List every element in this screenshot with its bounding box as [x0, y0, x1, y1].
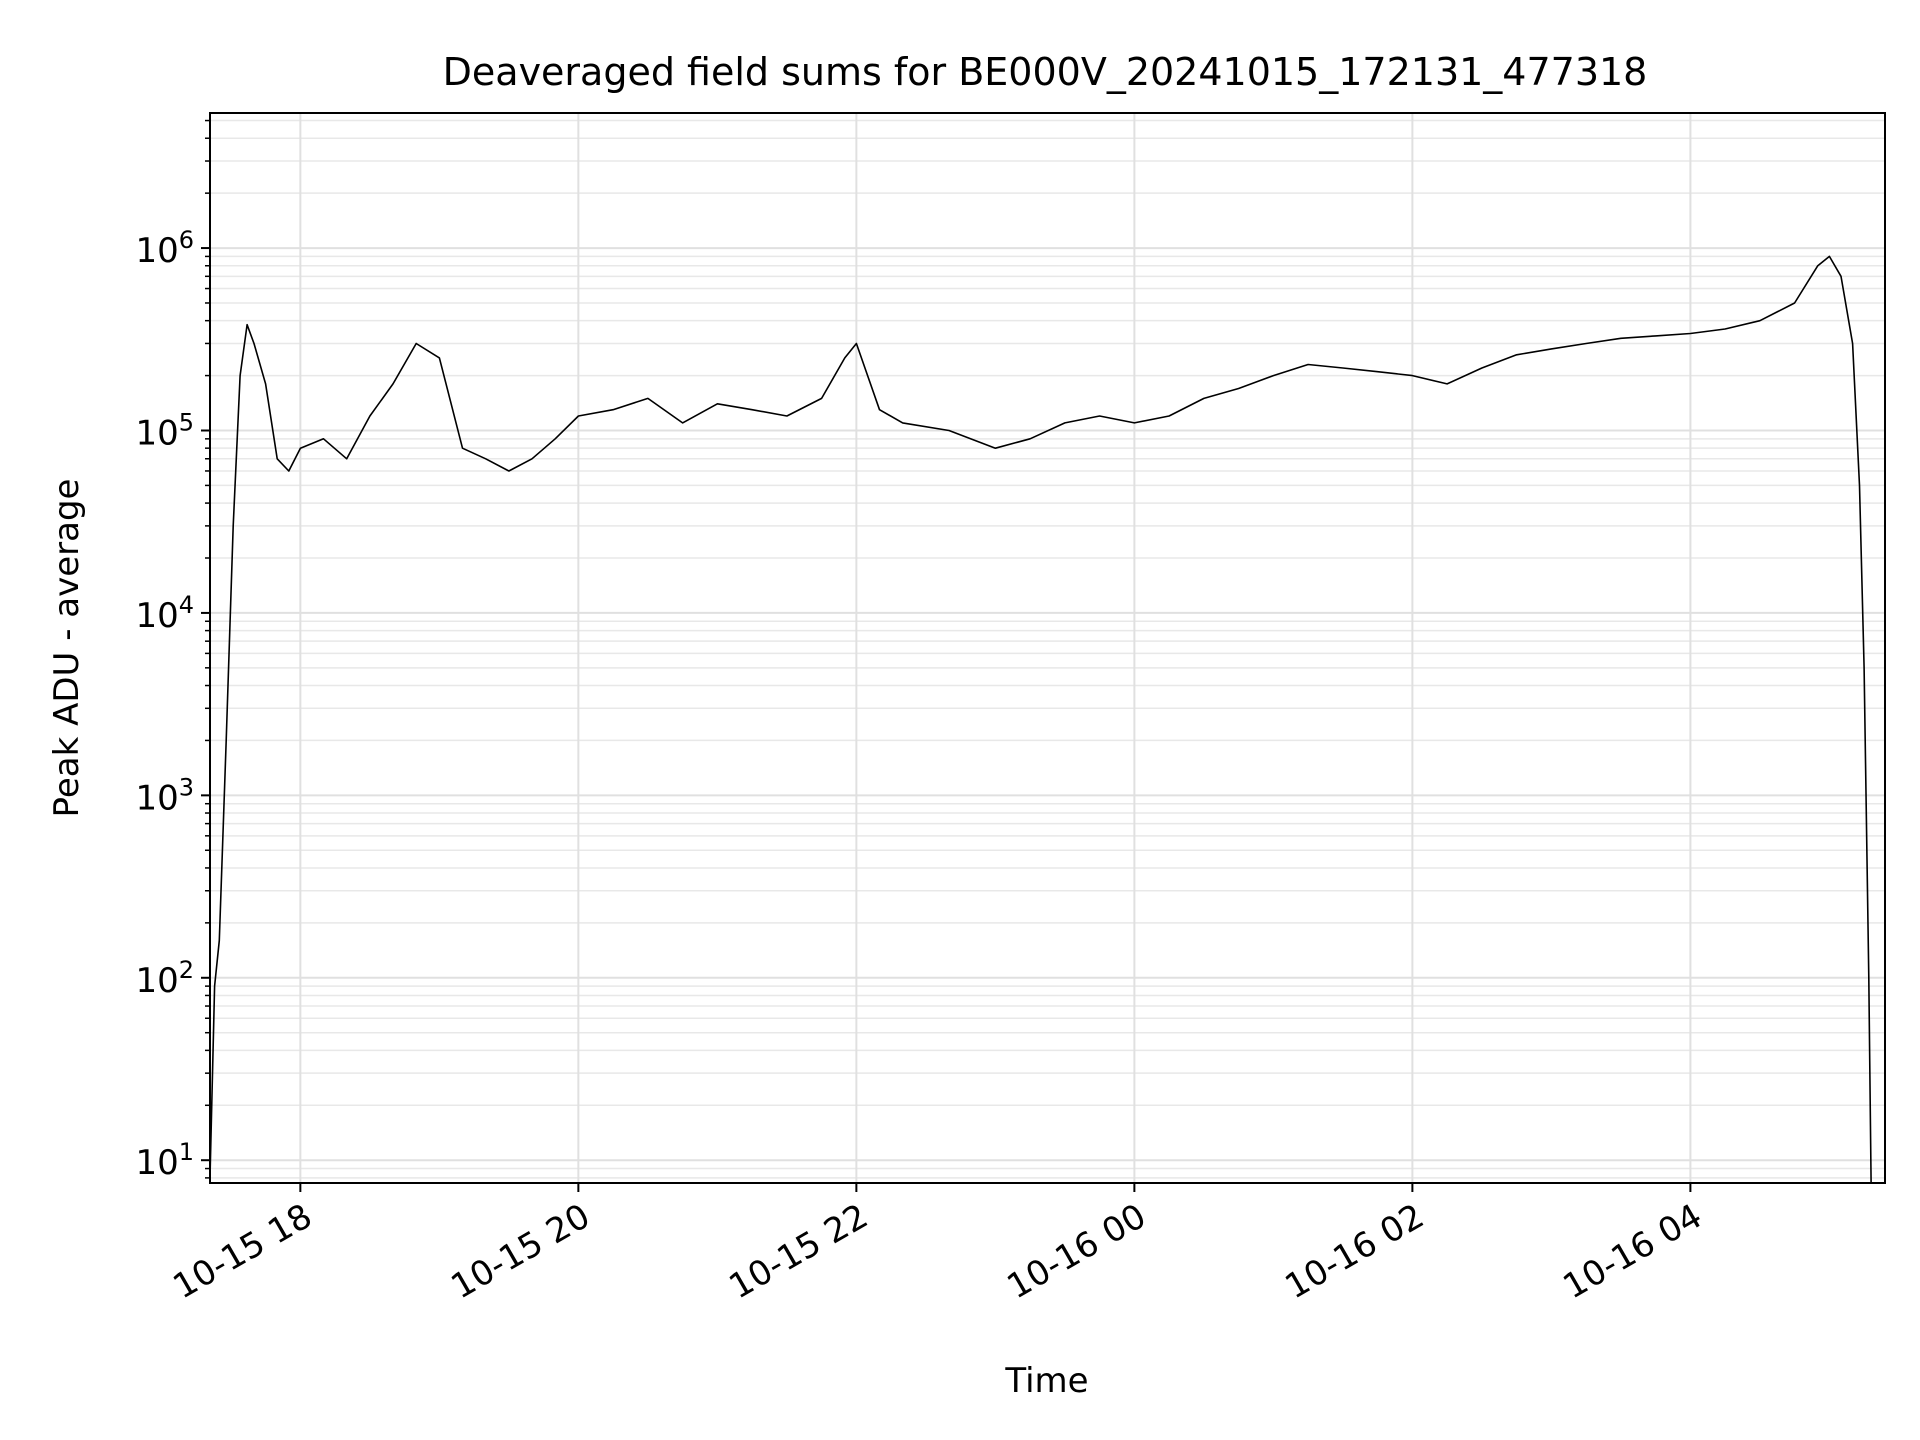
y-tick-label: 101 — [135, 1138, 194, 1183]
chart-title: Deaveraged field sums for BE000V_2024101… — [443, 50, 1648, 94]
y-tick-label: 104 — [135, 591, 194, 636]
y-tick-label: 102 — [135, 956, 194, 1001]
x-axis-label: Time — [1004, 1361, 1088, 1401]
grid — [210, 113, 1885, 1183]
y-axis: 101 102 103 104 105 106 — [135, 119, 210, 1183]
y-axis-label: Peak ADU - average — [47, 479, 87, 818]
series-line — [209, 255, 1872, 1184]
y-tick-label: 103 — [135, 773, 194, 818]
y-tick-label: 105 — [135, 408, 194, 453]
plot-series — [209, 255, 1872, 1184]
plot-frame — [209, 112, 1886, 1184]
y-tick-label: 106 — [135, 226, 194, 271]
